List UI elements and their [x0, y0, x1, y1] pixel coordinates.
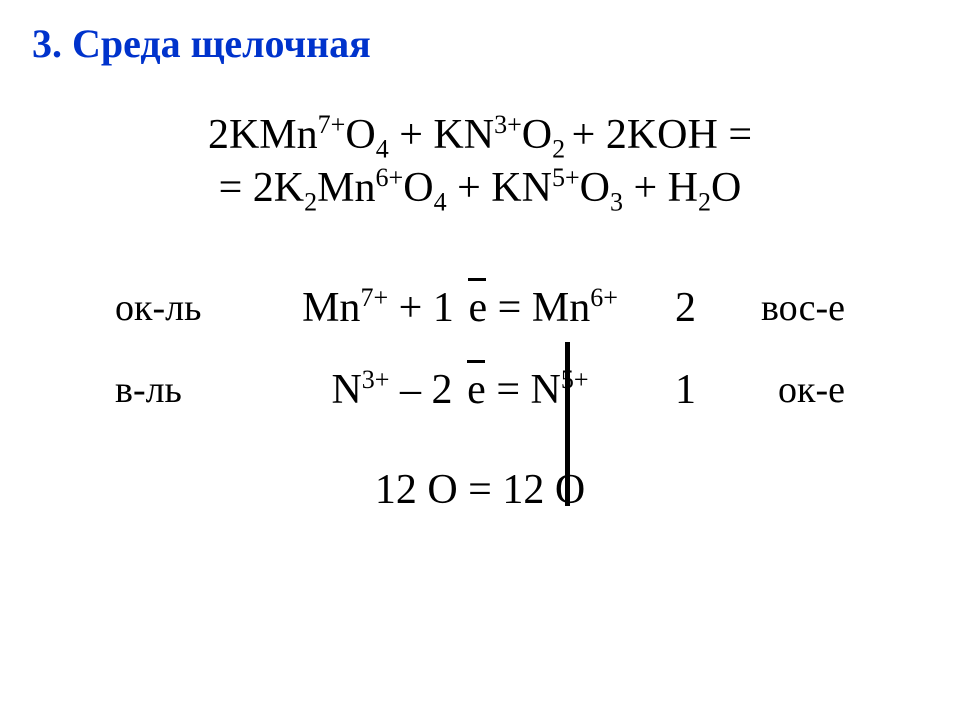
- half-reactions: ок-ль Mn7+ + 1е = Mn6+ 2 вос-е в-ль N3+ …: [32, 284, 928, 414]
- oxidant-label: ок-ль: [115, 286, 245, 330]
- reducer-label: в-ль: [115, 368, 245, 412]
- half-reaction-2-factor: 1: [675, 366, 715, 414]
- oxidation-label: ок-е: [715, 368, 845, 412]
- equation-block: 2KMn7+O4 + KN3+O2 + 2KOH = = 2K2Mn6+O4 +…: [32, 109, 928, 214]
- section-title: 3. Среда щелочная: [32, 20, 928, 67]
- half-reaction-2: N3+ – 2е = N5+: [245, 366, 675, 414]
- equation-line-2: = 2K2Mn6+O4 + KN5+O3 + H2O: [32, 162, 928, 215]
- oxygen-balance-check: 12 О = 12 О: [32, 466, 928, 514]
- equation-line-1: 2KMn7+O4 + KN3+O2 + 2KOH =: [32, 109, 928, 162]
- reduction-label: вос-е: [715, 286, 845, 330]
- half-reaction-1: Mn7+ + 1е = Mn6+: [245, 284, 675, 332]
- half-reaction-row: ок-ль Mn7+ + 1е = Mn6+ 2 вос-е: [32, 284, 928, 332]
- half-reaction-row: в-ль N3+ – 2е = N5+ 1 ок-е: [32, 366, 928, 414]
- half-reaction-1-factor: 2: [675, 284, 715, 332]
